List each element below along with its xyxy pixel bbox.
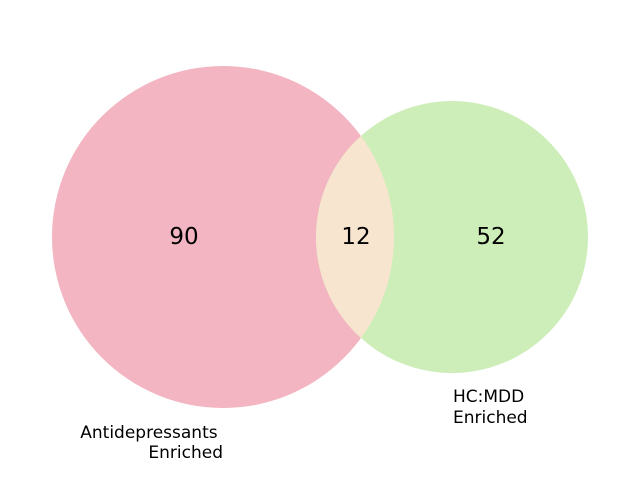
hc-mdd-circle <box>316 101 588 373</box>
antidepressants-label: Antidepressants Enriched <box>80 423 223 463</box>
hc-mdd-only-count: 52 <box>476 224 505 250</box>
hc-mdd-label-line-2: Enriched <box>453 408 528 428</box>
antidepressants-label-line-2: Enriched <box>148 443 223 463</box>
antidepressants-circle <box>52 66 394 408</box>
antidepressants-label-line-1: Antidepressants <box>80 423 217 443</box>
intersection-count: 12 <box>341 224 370 250</box>
hc-mdd-label: HC:MDD Enriched <box>453 387 530 428</box>
hc-mdd-label-line-1: HC:MDD <box>453 387 524 407</box>
antidepressants-only-count: 90 <box>169 224 198 250</box>
